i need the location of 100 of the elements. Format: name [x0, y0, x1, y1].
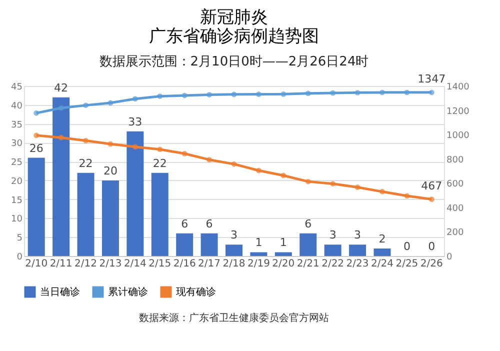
data-label: 20: [103, 164, 118, 178]
point: [132, 96, 138, 102]
point: [231, 161, 237, 167]
x-tick-label: 2/25: [396, 258, 418, 270]
point: [108, 141, 114, 147]
source-note: 数据来源：广东省卫生健康委员会官方网站: [139, 312, 329, 324]
y-tick-label: 40: [11, 101, 23, 112]
data-label: 467: [421, 179, 442, 192]
data-label: 42: [54, 81, 68, 94]
point: [428, 90, 434, 96]
data-label: 3: [354, 228, 362, 242]
bar: [200, 233, 218, 256]
bar: [250, 252, 268, 256]
data-label: 0: [403, 240, 410, 253]
x-tick-label: 2/22: [322, 258, 344, 270]
text: 新冠肺炎: [200, 7, 268, 28]
y-tick-label: 30: [11, 139, 23, 150]
data-label: 22: [152, 156, 167, 170]
x-tick-label: 2/16: [173, 258, 196, 270]
point: [157, 93, 163, 99]
bar: [102, 180, 119, 256]
legend-label: 当日确诊: [40, 286, 80, 298]
x-tick-label: 2/18: [222, 258, 246, 270]
point: [206, 92, 212, 98]
y2-tick-label: 600: [446, 180, 464, 190]
y-tick-label: 10: [11, 214, 23, 225]
data-label: 1: [255, 236, 262, 250]
point: [428, 196, 434, 202]
bar: [300, 233, 317, 256]
data-label: 6: [206, 217, 213, 230]
y-tick-label: 15: [11, 196, 22, 206]
y2-tick-label: 1400: [446, 82, 470, 92]
point: [34, 110, 40, 116]
bar: [77, 172, 94, 256]
bar: [52, 97, 70, 256]
point: [182, 92, 188, 98]
y-tick-label: 35: [11, 120, 22, 130]
bar: [176, 233, 194, 256]
x-tick-label: 2/12: [74, 258, 97, 270]
point: [256, 168, 262, 174]
bar: [226, 244, 242, 256]
y2-tick-label: 0: [446, 252, 452, 262]
point: [256, 92, 262, 97]
point: [305, 90, 311, 96]
point: [354, 184, 360, 190]
point: [404, 90, 410, 96]
point: [206, 156, 212, 162]
chart-subtitle: 数据展示范围：2月10日0时——2月26日24时: [99, 54, 369, 70]
x-tick-label: 2/17: [198, 258, 221, 270]
point: [108, 100, 114, 106]
x-tick-label: 2/14: [124, 258, 146, 270]
point: [280, 91, 286, 97]
data-label: 26: [29, 142, 44, 155]
bar: [374, 248, 391, 256]
point: [354, 90, 360, 96]
data-label: 1347: [418, 72, 446, 86]
x-tick-label: 2/21: [296, 258, 320, 270]
bar: [28, 158, 45, 256]
data-label: 0: [428, 240, 436, 253]
x-tick-label: 2/23: [346, 258, 369, 270]
x-tick-label: 2/10: [25, 258, 48, 270]
y-tick-label: 0: [16, 252, 23, 262]
x-tick-label: 2/11: [50, 258, 72, 270]
data-label: 1: [280, 236, 287, 250]
point: [379, 188, 385, 194]
bar: [151, 172, 168, 256]
text: 广东省确诊病例趋势图: [149, 26, 319, 46]
data-label: 22: [78, 156, 93, 170]
point: [182, 150, 188, 156]
x-tick-label: 2/13: [99, 258, 122, 270]
y2-tick-label: 1200: [446, 106, 470, 117]
x-tick-label: 2/19: [247, 258, 270, 270]
point: [58, 134, 64, 140]
legend-label: 累计确诊: [108, 286, 148, 298]
bar: [274, 252, 292, 256]
y2-tick-label: 200: [446, 228, 464, 238]
y2-tick-label: 400: [446, 204, 464, 214]
data-label: 3: [230, 228, 238, 242]
point: [379, 90, 385, 96]
y-tick-label: 45: [11, 82, 22, 92]
point: [83, 138, 89, 144]
y-tick-label: 25: [11, 158, 22, 168]
x-tick-label: 2/24: [371, 258, 394, 270]
x-tick-label: 2/15: [148, 258, 172, 270]
point: [305, 178, 311, 184]
point: [34, 132, 40, 138]
data-label: 3: [329, 228, 336, 242]
x-tick-label: 2/26: [420, 258, 443, 270]
data-label: 33: [128, 115, 142, 128]
data-label: 6: [304, 217, 312, 230]
y-tick-label: 20: [11, 176, 23, 187]
y-tick-label: 5: [16, 234, 22, 244]
point: [404, 193, 410, 199]
x-tick-label: 2/20: [272, 258, 295, 270]
y2-tick-label: 1000: [446, 131, 470, 142]
point: [83, 102, 89, 108]
y2-tick-label: 800: [446, 155, 464, 166]
bar: [324, 244, 342, 256]
bar: [349, 244, 366, 256]
point: [330, 90, 336, 96]
